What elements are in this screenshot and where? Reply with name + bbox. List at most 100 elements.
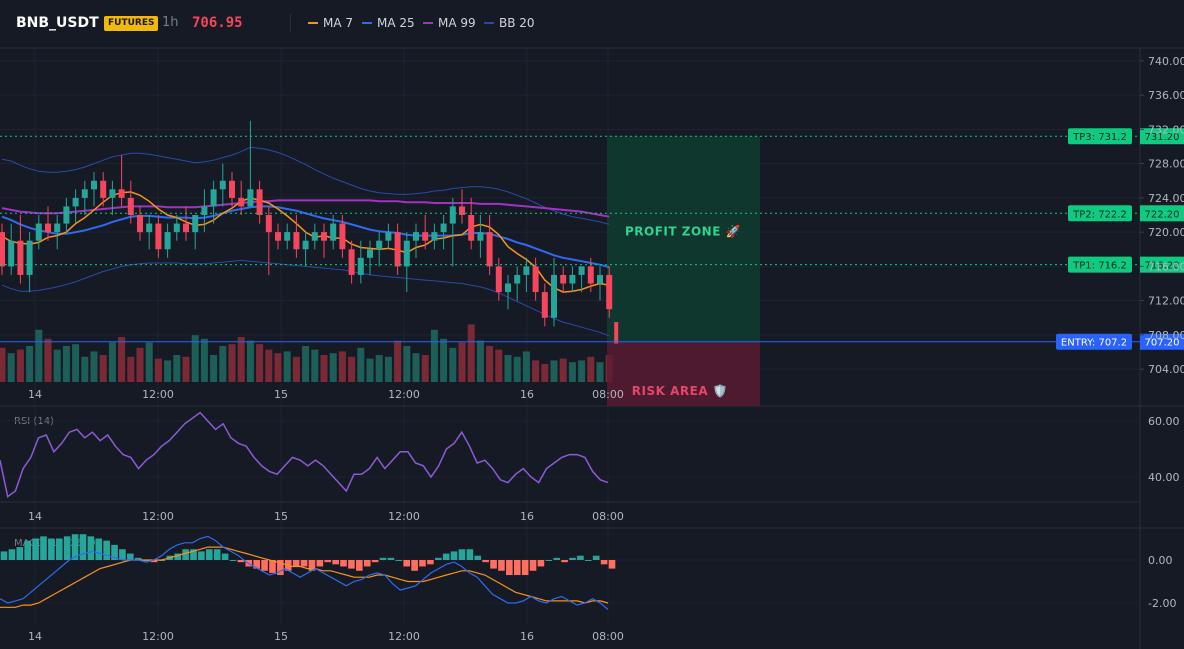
macd-histogram-bar: [182, 549, 189, 560]
macd-histogram-bar: [221, 553, 229, 560]
macd-signal-line: [0, 546, 609, 608]
futures-badge: FUTURES: [104, 16, 159, 31]
macd-histogram-bar: [16, 547, 24, 560]
chart-header: BNB_USDT FUTURES 1h 706.95 MA 7 MA 25 MA…: [0, 0, 1184, 46]
volume-bar: [118, 337, 126, 382]
rsi-tick-label: 40.00: [1148, 471, 1180, 484]
rsi-line: [0, 411, 609, 498]
timeframe-label[interactable]: 1h: [162, 15, 179, 30]
volume-bar: [338, 351, 346, 382]
candle-body: [440, 223, 447, 233]
candle-body: [357, 257, 364, 275]
volume-bars: [0, 324, 613, 382]
profit-zone: [607, 136, 760, 342]
legend-ma99-label: MA 99: [438, 16, 476, 30]
time-tick-label: 12:00: [388, 630, 420, 643]
macd-histogram-bar: [63, 536, 71, 560]
time-tick-label: 12:00: [142, 388, 174, 401]
candle-body: [155, 223, 162, 250]
time-tick-label: 16: [520, 388, 534, 401]
macd-histogram-bar: [419, 560, 426, 567]
candle-body: [569, 274, 576, 284]
volume-bar: [191, 335, 199, 382]
macd-histogram-bar: [150, 560, 158, 563]
legend-bb20[interactable]: BB 20: [484, 16, 535, 30]
macd-histogram-bar: [379, 557, 387, 560]
tp2-tag: [1068, 205, 1132, 222]
volume-bar: [182, 356, 190, 382]
candle-body: [348, 249, 355, 275]
legend-ma25[interactable]: MA 25: [362, 16, 415, 30]
volume-bar: [90, 351, 98, 382]
volume-bar: [237, 337, 245, 382]
candle-body: [284, 232, 291, 241]
candle-body: [311, 232, 318, 241]
macd-histogram-bar: [269, 560, 276, 573]
macd-histogram-bar: [458, 549, 466, 560]
price-tick-label: 736.00: [1148, 89, 1184, 102]
entry-price-label: 707.20: [1145, 338, 1180, 349]
volume-bar: [348, 356, 356, 382]
macd-histogram-bar: [529, 560, 537, 571]
tp2-price-label: 722.20: [1145, 209, 1180, 220]
legend-ma99[interactable]: MA 99: [423, 16, 476, 30]
volume-bar: [35, 329, 43, 382]
candle-body: [45, 223, 51, 233]
volume-bar: [72, 344, 80, 382]
macd-histogram-bar: [537, 560, 545, 567]
candle-body: [109, 189, 116, 198]
macd-histogram-bar: [32, 538, 39, 560]
candle-body: [0, 232, 5, 267]
volume-bar: [357, 347, 365, 382]
tp2-price-tag: [1140, 205, 1184, 222]
volume-bar: [200, 338, 208, 382]
legend-ma7[interactable]: MA 7: [308, 16, 353, 30]
tp1-price-tag: [1140, 256, 1184, 273]
volume-bar: [578, 360, 586, 382]
macd-histogram-bar: [466, 549, 474, 560]
time-tick-label: 12:00: [142, 510, 174, 523]
candle-body: [560, 274, 567, 284]
time-tick-label: 08:00: [592, 510, 624, 523]
price-levels: TP3: 731.2 731.20 TP2: 722.2 722.20 TP1: 716…: [0, 128, 1184, 350]
volume-bar: [145, 342, 153, 382]
volume-bar: [99, 355, 107, 382]
symbol-name[interactable]: BNB_USDT: [16, 15, 99, 31]
candle-body: [468, 215, 475, 241]
macd-tick-label: -2.00: [1148, 597, 1176, 610]
candle-body: [118, 189, 125, 198]
macd-histogram-bar: [521, 560, 529, 576]
time-tick-label: 14: [28, 630, 42, 643]
macd-histogram-bar: [371, 560, 379, 563]
candle-body: [606, 274, 613, 310]
candle-body: [229, 180, 235, 198]
macd-histogram-bar: [403, 560, 411, 567]
volume-bar: [541, 364, 549, 382]
volume-bar: [522, 351, 530, 382]
candle-body: [146, 223, 153, 233]
macd-histogram-bar: [87, 536, 95, 560]
macd-histogram-bar: [198, 551, 205, 560]
macd-histogram-bar: [40, 536, 47, 560]
candle-body: [367, 249, 373, 258]
volume-bar: [246, 340, 254, 382]
macd-histogram-bar: [134, 557, 142, 560]
macd-histogram-bar: [474, 555, 482, 560]
price-axis: 740.00 736.00 732.00 728.00 724.00 720.00 716.…: [1140, 55, 1184, 376]
candle-body: [459, 206, 465, 215]
macd-line: [0, 535, 609, 610]
legend-ma25-label: MA 25: [377, 16, 415, 30]
macd-tick-label: 0.00: [1148, 554, 1173, 567]
macd-panel: MACD (12, 26, 9)0.00-2.00: [0, 534, 1176, 610]
macd-histogram-bar: [103, 540, 110, 560]
time-tick-label: 08:00: [592, 388, 624, 401]
macd-histogram-bar: [569, 557, 576, 560]
candle-body: [238, 197, 245, 207]
volume-bar: [568, 362, 576, 382]
volume-bar: [430, 329, 438, 382]
volume-bar: [495, 349, 503, 382]
rsi-tick-label: 60.00: [1148, 415, 1180, 428]
candle-body: [100, 180, 107, 198]
tp1-price-label: 716.20: [1145, 261, 1180, 272]
